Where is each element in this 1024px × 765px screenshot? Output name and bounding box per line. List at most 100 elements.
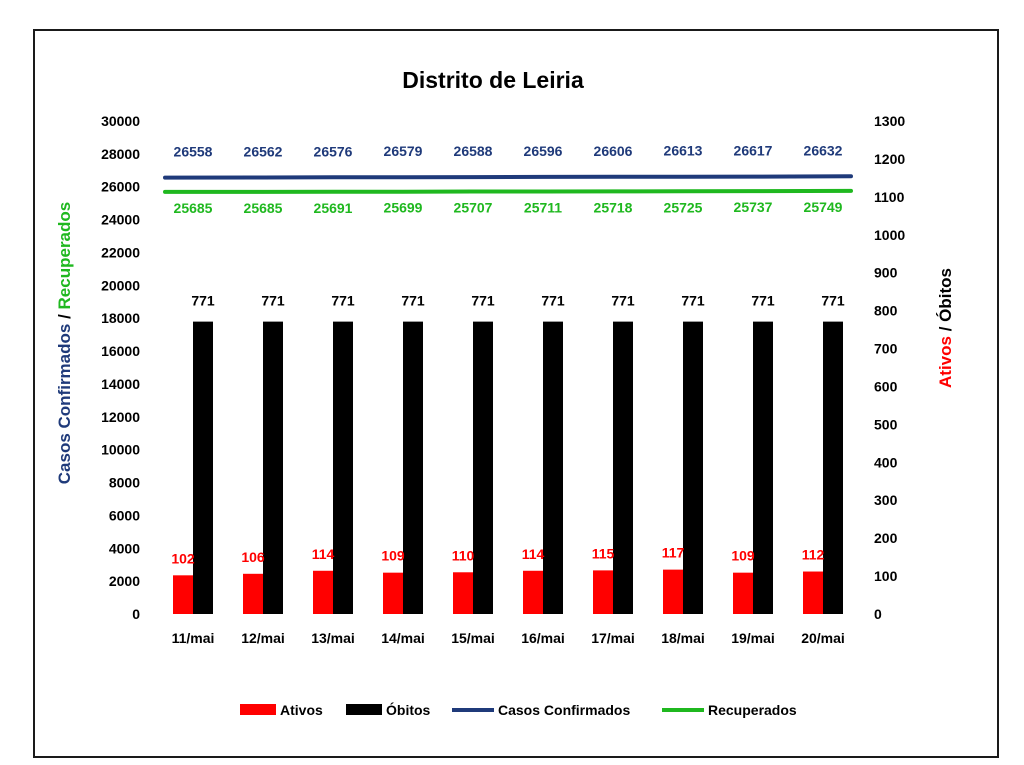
obitos-data-label: 771 — [191, 293, 215, 309]
bars — [173, 321, 843, 614]
obitos-data-label: 771 — [541, 293, 565, 309]
recuperados-data-label: 25685 — [174, 200, 213, 216]
ativos-bar — [593, 570, 613, 614]
left-tick-label: 14000 — [101, 376, 140, 392]
obitos-bar — [403, 321, 423, 614]
ativos-bar — [313, 570, 333, 614]
obitos-data-label: 771 — [261, 293, 285, 309]
casos-confirmados-data-label: 26588 — [454, 143, 493, 159]
right-tick-label: 900 — [874, 265, 898, 281]
x-tick-label: 13/mai — [311, 630, 355, 646]
obitos-data-label: 771 — [401, 293, 425, 309]
recuperados-data-label: 25685 — [244, 200, 283, 216]
recuperados-data-label: 25711 — [524, 199, 562, 215]
right-tick-label: 1200 — [874, 151, 905, 167]
right-tick-label: 600 — [874, 378, 898, 394]
casos-confirmados-data-label: 26632 — [804, 142, 843, 158]
left-tick-label: 26000 — [101, 179, 140, 195]
obitos-bar — [473, 321, 493, 614]
left-tick-label: 28000 — [101, 146, 140, 162]
left-tick-label: 18000 — [101, 310, 140, 326]
right-axis-ticks: 0 100 200 300 400 500 600 700 800 900 1000 1100 1200… — [874, 113, 905, 622]
ativos-bar — [173, 575, 193, 614]
lines — [163, 174, 853, 194]
right-tick-label: 300 — [874, 492, 898, 508]
obitos-data-label: 771 — [821, 293, 845, 309]
ativos-bar — [803, 571, 823, 614]
data-labels: 102 771 106 771 114 771 109 771 110 771 114 771 115 7… — [171, 142, 845, 566]
ativos-bar — [383, 572, 403, 614]
left-tick-label: 0 — [132, 606, 140, 622]
chart-title: Distrito de Leiria — [402, 67, 584, 93]
left-tick-label: 2000 — [109, 573, 140, 589]
recuperados-data-label: 25749 — [804, 199, 843, 215]
ativos-bar — [663, 569, 683, 614]
obitos-data-label: 771 — [331, 293, 355, 309]
recuperados-data-label: 25737 — [734, 199, 773, 215]
ativos-bar — [523, 570, 543, 614]
left-tick-label: 10000 — [101, 442, 140, 458]
x-tick-label: 12/mai — [241, 630, 285, 646]
x-tick-label: 17/mai — [591, 630, 635, 646]
obitos-data-label: 771 — [751, 293, 775, 309]
x-tick-label: 11/mai — [172, 630, 215, 646]
right-tick-label: 800 — [874, 303, 898, 319]
obitos-data-label: 771 — [611, 293, 635, 309]
obitos-bar — [753, 321, 773, 614]
ativos-data-label: 102 — [171, 550, 195, 566]
right-tick-label: 1000 — [874, 227, 905, 243]
right-axis-title-part2: Óbitos — [936, 268, 955, 322]
obitos-bar — [263, 321, 283, 614]
left-axis-title-separator: / — [55, 309, 74, 323]
recuperados-data-label: 25718 — [594, 199, 633, 215]
left-tick-label: 30000 — [101, 113, 140, 129]
legend-label: Recuperados — [708, 702, 797, 718]
x-tick-label: 14/mai — [381, 630, 425, 646]
ativos-data-label: 114 — [312, 546, 335, 562]
ativos-data-label: 117 — [662, 545, 685, 561]
right-tick-label: 700 — [874, 341, 898, 357]
legend-swatch-ativos — [240, 704, 276, 715]
ativos-data-label: 114 — [522, 546, 545, 562]
recuperados-line — [163, 188, 853, 194]
ativos-data-label: 112 — [802, 547, 825, 563]
x-axis-ticks: 11/mai 12/mai 13/mai 14/mai 15/mai 16/mai 17/m… — [172, 630, 845, 646]
left-tick-label: 22000 — [101, 244, 140, 260]
left-tick-label: 16000 — [101, 343, 140, 359]
obitos-data-label: 771 — [471, 293, 495, 309]
obitos-bar — [543, 321, 563, 614]
casos-confirmados-data-label: 26562 — [244, 143, 283, 159]
casos-confirmados-data-label: 26579 — [384, 143, 423, 159]
casos-confirmados-data-label: 26576 — [314, 143, 353, 159]
recuperados-data-label: 25691 — [314, 200, 353, 216]
casos-confirmados-data-label: 26613 — [664, 143, 703, 159]
left-tick-label: 8000 — [109, 475, 140, 491]
legend-swatch-obitos — [346, 704, 382, 715]
right-tick-label: 200 — [874, 530, 898, 546]
recuperados-data-label: 25725 — [664, 199, 703, 215]
casos-confirmados-data-label: 26596 — [524, 143, 563, 159]
obitos-bar — [823, 321, 843, 614]
x-tick-label: 19/mai — [731, 630, 775, 646]
right-tick-label: 400 — [874, 454, 898, 470]
legend: Ativos Óbitos Casos Confirmados Recuperados — [240, 701, 797, 718]
right-tick-label: 100 — [874, 568, 898, 584]
right-axis-title-part1: Ativos — [936, 336, 955, 388]
ativos-data-label: 109 — [381, 548, 405, 564]
right-axis-title-separator: / — [936, 322, 955, 336]
left-tick-label: 6000 — [109, 507, 140, 523]
left-axis-title: Casos Confirmados / Recuperados — [55, 202, 74, 484]
left-axis-ticks: 0 2000 4000 6000 8000 10000 12000 14000 16000 180… — [101, 113, 140, 622]
legend-label: Ativos — [280, 702, 323, 718]
obitos-bar — [683, 321, 703, 614]
right-tick-label: 500 — [874, 416, 898, 432]
left-axis-title-part2: Recuperados — [55, 202, 74, 310]
obitos-bar — [193, 321, 213, 614]
right-axis-title: Ativos / Óbitos — [936, 268, 955, 388]
left-tick-label: 12000 — [101, 409, 140, 425]
right-tick-label: 1100 — [874, 189, 905, 205]
x-tick-label: 18/mai — [661, 630, 705, 646]
left-axis-title-part1: Casos Confirmados — [55, 324, 74, 485]
ativos-data-label: 115 — [592, 545, 615, 561]
obitos-bar — [613, 321, 633, 614]
